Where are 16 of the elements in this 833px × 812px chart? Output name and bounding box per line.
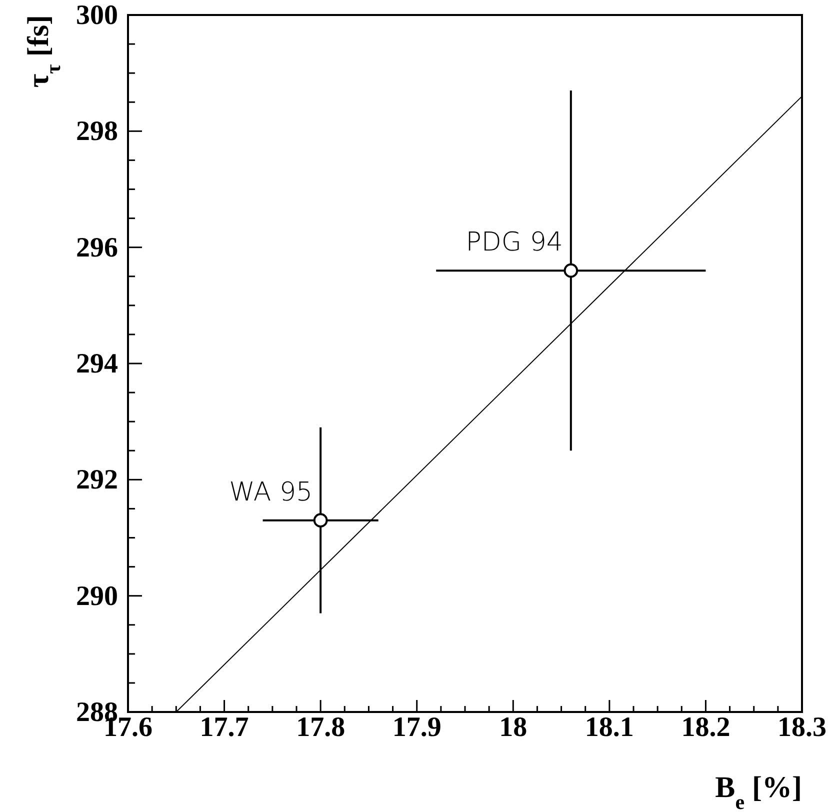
x-tick-label: 17.9 xyxy=(392,712,442,743)
y-tick-label: 294 xyxy=(76,348,118,380)
y-tick-label: 296 xyxy=(76,232,118,264)
x-tick-label: 17.8 xyxy=(296,712,346,743)
y-tick-label: 290 xyxy=(76,580,118,612)
x-axis-title: B$_{e}$ [%] xyxy=(715,771,802,812)
annotation: WA 95 xyxy=(229,477,313,508)
x-tick-label: 18.1 xyxy=(584,712,634,743)
x-tick-label: 18.2 xyxy=(681,712,730,743)
y-tick-label: 300 xyxy=(76,0,118,31)
y-tick-label: 292 xyxy=(76,464,118,496)
x-tick-label: 18.3 xyxy=(778,712,826,743)
x-tick-label: 18 xyxy=(499,712,528,743)
y-tick-label: 298 xyxy=(76,116,118,148)
annotation: PDG 94 xyxy=(466,228,563,258)
x-tick-label: 17.7 xyxy=(200,712,249,743)
